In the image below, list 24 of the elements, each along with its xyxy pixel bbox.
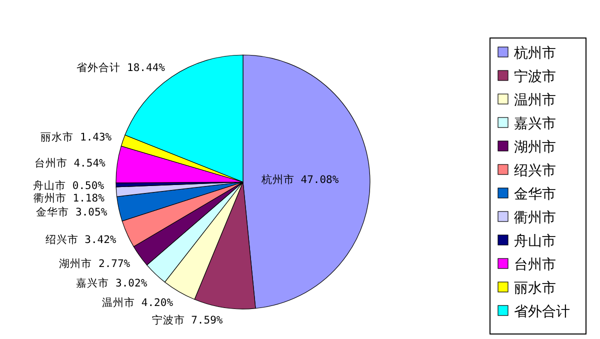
category-label: 省外合计 18.44%: [76, 62, 165, 74]
legend-label: 金华市: [514, 186, 556, 202]
category-label: 舟山市 0.50%: [33, 180, 104, 192]
legend-label: 台州市: [514, 257, 556, 273]
legend-label: 湖州市: [514, 140, 556, 156]
legend-label: 舟山市: [514, 234, 556, 250]
category-label: 杭州市 47.08%: [261, 174, 339, 186]
category-label: 湖州市 2.77%: [59, 258, 130, 270]
legend-label: 丽水市: [514, 280, 556, 296]
legend-label: 宁波市: [514, 69, 556, 85]
legend-label: 省外合计: [514, 304, 570, 320]
category-label: 宁波市 7.59%: [152, 314, 223, 327]
category-label: 衢州市 1.18%: [33, 192, 104, 205]
category-label: 嘉兴市 3.02%: [76, 278, 148, 290]
category-label: 台州市 4.54%: [34, 158, 106, 170]
category-label: 金华市 3.05%: [36, 206, 108, 219]
legend-label: 嘉兴市: [514, 116, 556, 132]
legend-label: 衢州市: [514, 210, 556, 226]
legend-label: 杭州市: [513, 46, 556, 62]
legend-label: 绍兴市: [514, 163, 556, 179]
category-label: 丽水市 1.43%: [40, 132, 112, 144]
category-label: 温州市 4.20%: [102, 297, 174, 310]
category-label: 绍兴市 3.42%: [45, 234, 116, 246]
legend-label: 温州市: [514, 92, 556, 108]
